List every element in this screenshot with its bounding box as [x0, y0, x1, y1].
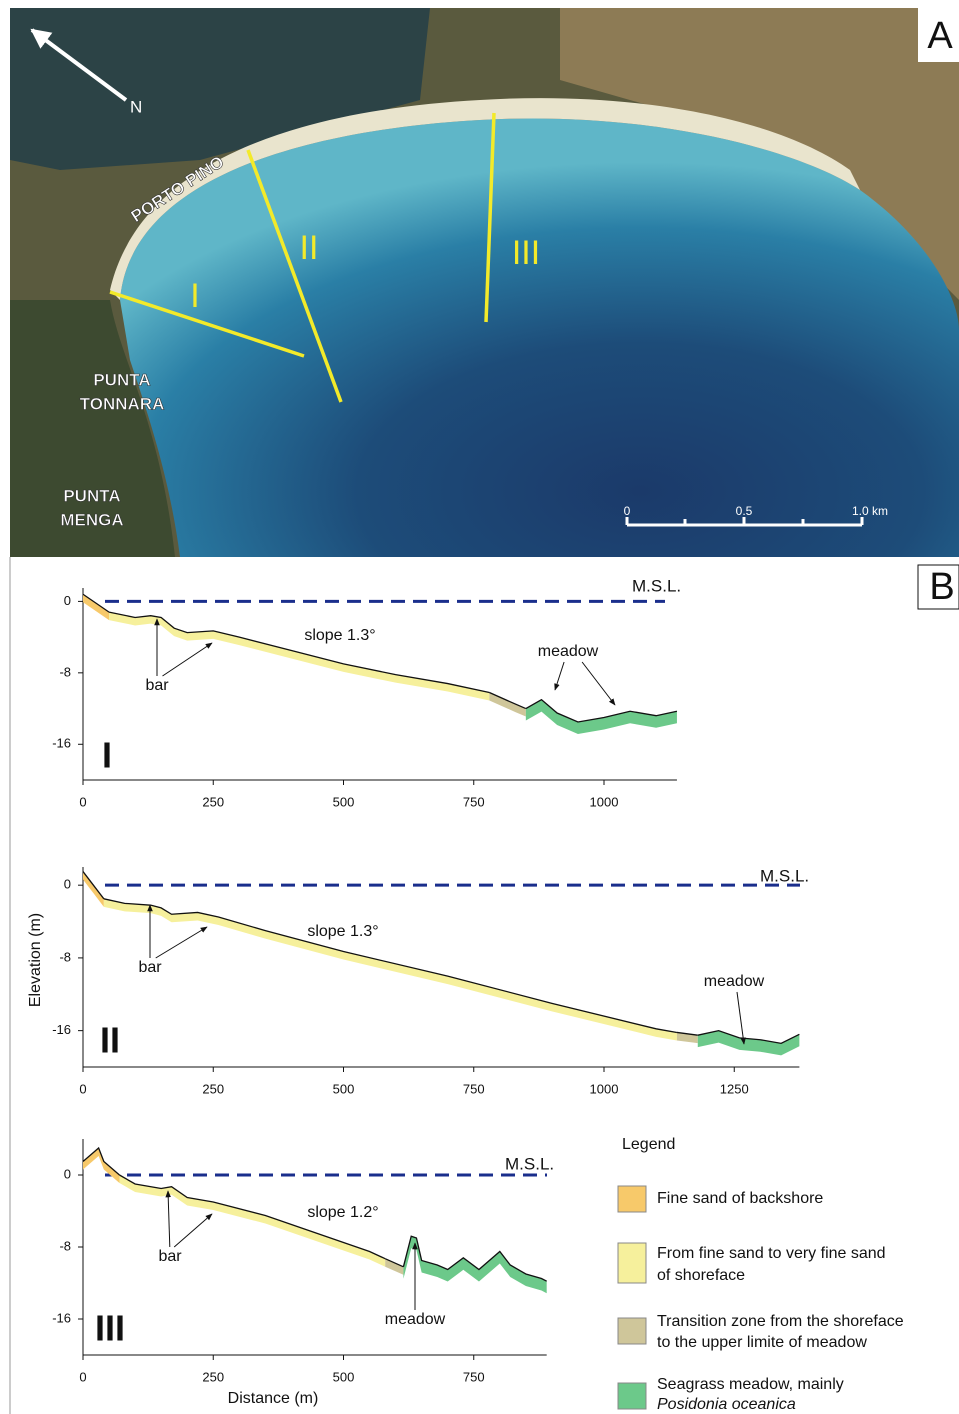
x-tick-label: 250 [202, 1081, 224, 1096]
legend-label: Transition zone from the shoreface [657, 1313, 904, 1330]
x-axis-label: Distance (m) [228, 1390, 319, 1407]
annotation: meadow [385, 1311, 446, 1328]
legend-title: Legend [622, 1136, 675, 1153]
legend-label: From fine sand to very fine sand [657, 1245, 886, 1262]
legend: Legend Fine sand of backshore From fine … [618, 1136, 904, 1413]
zone-band [698, 1031, 800, 1056]
legend-label: of shoreface [657, 1267, 745, 1284]
x-tick-label: 500 [333, 1369, 355, 1384]
scale-label: 0 [624, 504, 631, 518]
x-tick-label: 250 [202, 1369, 224, 1384]
panel-label: A [927, 15, 953, 57]
annotation: slope 1.3° [304, 627, 375, 644]
profile-numeral: III [95, 1308, 125, 1349]
scale-label: 1.0 km [852, 504, 888, 518]
legend-swatch [618, 1383, 646, 1409]
figure: N PORTO PINO PUNTA TONNARA PUNTA MENGA I… [0, 0, 959, 1414]
annotation-arrow [737, 992, 744, 1044]
place-label: TONNARA [80, 394, 165, 413]
zone-band [104, 899, 677, 1041]
x-tick-label: 750 [463, 794, 485, 809]
annotation: meadow [538, 643, 599, 660]
zone-band [489, 692, 525, 716]
x-tick-label: 0 [79, 1369, 86, 1384]
annotation: bar [138, 959, 162, 976]
annotation: bar [158, 1248, 182, 1265]
x-tick-label: 0 [79, 794, 86, 809]
msl-label: M.S.L. [632, 576, 681, 595]
annotation: meadow [704, 973, 765, 990]
legend-label: Seagrass meadow, mainly [657, 1376, 844, 1393]
x-tick-label: 0 [79, 1081, 86, 1096]
annotation-arrow [174, 1214, 212, 1247]
y-tick-label: -8 [59, 1238, 71, 1253]
legend-swatch [618, 1318, 646, 1344]
zone-band [385, 1259, 403, 1275]
x-tick-label: 250 [202, 794, 224, 809]
y-axis-label: Elevation (m) [27, 913, 44, 1007]
x-tick-label: 1250 [720, 1081, 749, 1096]
panel-label: B [929, 566, 954, 608]
scale-label: 0.5 [736, 504, 753, 518]
annotation: bar [145, 677, 169, 694]
y-tick-label: -8 [59, 949, 71, 964]
annotation-arrow [582, 662, 615, 705]
transect-label: II [300, 229, 319, 267]
transect-label: III [512, 234, 540, 272]
legend-label: to the upper limite of meadow [657, 1334, 867, 1351]
place-label: MENGA [60, 510, 123, 529]
satellite-map: N PORTO PINO PUNTA TONNARA PUNTA MENGA I… [10, 8, 959, 557]
transect-label: I [190, 277, 199, 315]
legend-swatch [618, 1243, 646, 1283]
y-tick-label: -16 [52, 1310, 71, 1325]
zone-band [83, 872, 104, 907]
profile-numeral: II [100, 1020, 120, 1061]
legend-swatch [618, 1186, 646, 1212]
annotation-arrow [555, 662, 564, 690]
annotation: slope 1.2° [307, 1204, 378, 1221]
y-tick-label: -8 [59, 664, 71, 679]
annotation-arrow [168, 1191, 170, 1247]
x-tick-label: 500 [333, 794, 355, 809]
legend-label: Posidonia oceanica [657, 1396, 796, 1413]
y-tick-label: 0 [64, 877, 71, 892]
profile-line [83, 872, 104, 899]
x-tick-label: 1000 [590, 794, 619, 809]
zone-band [526, 700, 677, 734]
legend-label: Fine sand of backshore [657, 1190, 823, 1207]
x-tick-label: 750 [463, 1369, 485, 1384]
zone-band [83, 594, 109, 620]
place-label: PUNTA [63, 486, 120, 505]
msl-label: M.S.L. [505, 1154, 554, 1173]
y-tick-label: 0 [64, 593, 71, 608]
x-tick-label: 500 [333, 1081, 355, 1096]
x-tick-label: 750 [463, 1081, 485, 1096]
north-label: N [130, 97, 142, 116]
y-tick-label: 0 [64, 1166, 71, 1181]
profile-numeral: I [102, 735, 112, 776]
annotation-arrow [163, 643, 213, 676]
annotation: slope 1.3° [307, 923, 378, 940]
msl-label: M.S.L. [760, 866, 809, 885]
zone-band [403, 1236, 546, 1293]
x-tick-label: 1000 [590, 1081, 619, 1096]
y-tick-label: -16 [52, 1022, 71, 1037]
y-tick-label: -16 [52, 736, 71, 751]
annotation-arrow [156, 927, 207, 958]
place-label: PUNTA [93, 370, 150, 389]
